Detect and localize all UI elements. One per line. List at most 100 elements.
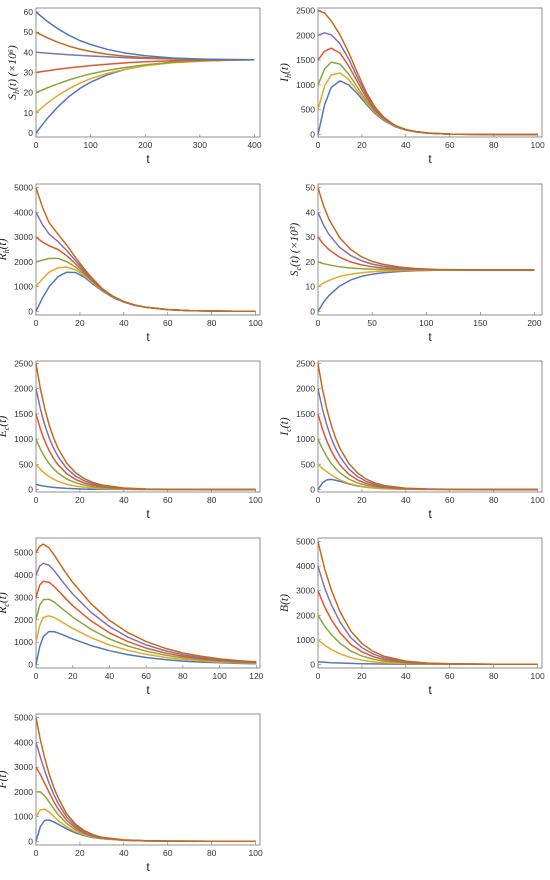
y-tick-label: 1000 <box>296 434 315 444</box>
y-tick-label: 500 <box>301 105 315 115</box>
y-tick-label: 2000 <box>296 384 315 394</box>
y-axis-label: B(t) <box>279 594 291 612</box>
y-tick-label: 40 <box>306 207 316 217</box>
y-tick-label: 0 <box>310 659 315 669</box>
y-tick-label: 1500 <box>296 55 315 65</box>
y-tick-label: 500 <box>301 459 315 469</box>
y-tick-label: 0 <box>310 130 315 140</box>
y-tick-label: 1000 <box>14 434 33 444</box>
series-line <box>35 59 255 134</box>
series-line <box>35 717 256 843</box>
x-tick-label: 100 <box>84 140 98 150</box>
series-line <box>317 413 538 491</box>
series-line <box>317 541 538 666</box>
plot-frame <box>317 360 543 493</box>
y-tick-label: 0 <box>28 836 33 846</box>
x-tick-label: 80 <box>489 495 499 505</box>
y-tick-label: 20 <box>306 257 316 267</box>
series-line <box>317 269 535 288</box>
x-tick-label: 20 <box>357 671 367 681</box>
y-tick-label: 10 <box>24 108 34 118</box>
x-tick-label: 100 <box>249 495 263 505</box>
plot-frame <box>35 7 261 138</box>
y-tick-label: 10 <box>306 282 316 292</box>
x-tick-label: 20 <box>357 495 367 505</box>
y-tick-label: 4000 <box>14 737 33 747</box>
series-line <box>317 9 538 136</box>
y-tick-label: 1000 <box>296 80 315 90</box>
x-axis-label: t <box>428 330 432 344</box>
y-tick-label: 3000 <box>14 762 33 772</box>
series-line <box>35 463 256 491</box>
y-tick-label: 500 <box>19 459 33 469</box>
series-line <box>35 363 256 491</box>
y-tick-label: 1500 <box>14 409 33 419</box>
y-tick-label: 5000 <box>14 183 33 193</box>
y-tick-label: 5000 <box>14 713 33 723</box>
x-axis-label: t <box>146 330 150 344</box>
x-tick-label: 40 <box>119 318 129 328</box>
series-line <box>317 61 538 136</box>
series-line <box>35 598 257 664</box>
y-axis-label: Sc(t) (×10³) <box>289 223 303 277</box>
series-line <box>317 187 535 271</box>
y-tick-label: 2500 <box>296 359 315 369</box>
series-line <box>35 11 255 61</box>
x-tick-label: 60 <box>163 495 173 505</box>
x-tick-label: 0 <box>316 140 321 150</box>
y-tick-label: 0 <box>28 306 33 316</box>
y-tick-label: 3000 <box>14 592 33 602</box>
x-tick-label: 60 <box>445 671 455 681</box>
series-line <box>317 565 538 666</box>
x-tick-label: 80 <box>207 318 217 328</box>
x-tick-label: 20 <box>75 848 85 858</box>
x-tick-label: 0 <box>34 495 39 505</box>
y-tick-label: 2500 <box>296 5 315 15</box>
x-tick-label: 60 <box>141 671 151 681</box>
y-tick-label: 0 <box>28 484 33 494</box>
x-axis-label: t <box>428 683 432 697</box>
y-tick-label: 2000 <box>14 615 33 625</box>
y-tick-label: 30 <box>24 68 34 78</box>
x-tick-label: 20 <box>75 495 85 505</box>
series-line <box>35 630 257 665</box>
series-line <box>35 580 257 664</box>
series-line <box>35 438 256 491</box>
x-tick-label: 0 <box>316 495 321 505</box>
plot-frame <box>35 360 261 493</box>
x-tick-label: 40 <box>401 495 411 505</box>
y-tick-label: 1000 <box>296 635 315 645</box>
series-line <box>317 590 538 666</box>
x-tick-label: 200 <box>527 318 541 328</box>
y-tick-label: 4000 <box>14 570 33 580</box>
y-tick-label: 4000 <box>14 207 33 217</box>
series-line <box>35 266 256 312</box>
series-line <box>317 388 538 491</box>
x-tick-label: 60 <box>163 318 173 328</box>
x-tick-label: 0 <box>34 140 39 150</box>
x-tick-label: 20 <box>357 140 367 150</box>
y-tick-label: 50 <box>306 183 316 193</box>
series-line <box>35 413 256 491</box>
series-line <box>35 543 257 663</box>
series-line <box>317 72 538 136</box>
plot-frame <box>35 713 261 846</box>
y-tick-label: 1000 <box>14 812 33 822</box>
chart-panel-7: 0 20 40 60 80 100 120 0 1000 2000 3000 4000 5000 t Rc(… <box>0 537 264 697</box>
y-tick-label: 3000 <box>296 586 315 596</box>
x-tick-label: 20 <box>68 671 78 681</box>
x-tick-label: 60 <box>445 140 455 150</box>
y-tick-label: 3000 <box>14 232 33 242</box>
y-axis-label: Ih(t) <box>279 63 293 83</box>
x-axis-label: t <box>428 152 432 166</box>
y-tick-label: 50 <box>24 27 34 37</box>
x-tick-label: 400 <box>247 140 261 150</box>
series-line <box>317 463 538 491</box>
y-tick-label: 0 <box>28 660 33 670</box>
series-line <box>35 742 256 843</box>
x-tick-label: 100 <box>213 671 227 681</box>
x-tick-label: 50 <box>367 318 377 328</box>
x-axis-label: t <box>146 860 150 874</box>
